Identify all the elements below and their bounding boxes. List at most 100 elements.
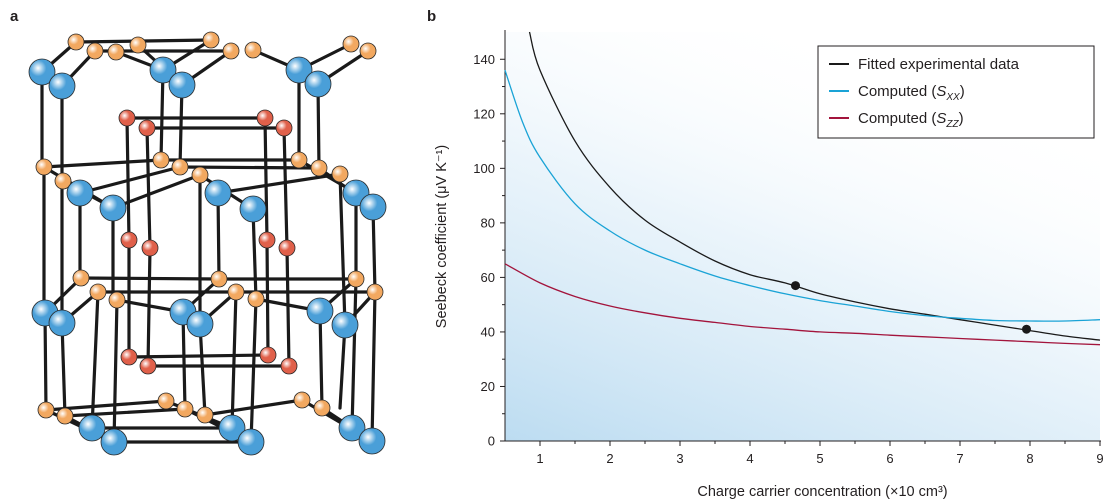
atom-blue	[237, 428, 265, 456]
x-tick-label: 8	[1026, 451, 1033, 466]
y-tick-label: 40	[481, 324, 495, 339]
vertical-bond	[318, 309, 324, 410]
atom-orange	[196, 406, 214, 424]
atom-blue	[285, 56, 313, 84]
atom-orange	[72, 269, 90, 287]
y-tick-label: 80	[481, 215, 495, 230]
crystal-structure-illustration	[28, 31, 387, 456]
bond	[78, 165, 182, 195]
plot-shading	[505, 32, 1100, 441]
x-axis-title: Charge carrier concentration (×10 cm³)	[697, 484, 947, 500]
atom-orange	[35, 158, 53, 176]
vertical-bond	[265, 238, 270, 357]
atom-red	[278, 239, 296, 257]
atom-blue	[358, 427, 386, 455]
atom-red	[120, 348, 138, 366]
atom-blue	[186, 310, 214, 338]
vertical-bond	[230, 290, 238, 430]
atom-red	[259, 346, 277, 364]
atom-orange	[171, 158, 189, 176]
vertical-bond	[371, 205, 377, 294]
atom-orange	[86, 42, 104, 60]
atom-orange	[210, 270, 228, 288]
atom-orange	[331, 165, 349, 183]
y-tick-label: 100	[473, 161, 495, 176]
chart-axes: 1 2 3 4 5 6 7 8 9 0 20 40 60 80 100 120 140	[473, 30, 1104, 466]
vertical-bond	[350, 277, 358, 430]
atom-orange	[67, 33, 85, 51]
atom-orange	[222, 42, 240, 60]
atom-orange	[157, 392, 175, 410]
atom-blue	[331, 311, 359, 339]
atom-blue	[168, 71, 196, 99]
bond	[203, 398, 304, 417]
vertical-bond	[338, 172, 347, 327]
vertical-bond	[178, 83, 184, 169]
vertical-bond	[145, 126, 152, 250]
vertical-bond	[338, 323, 347, 410]
atom-red	[275, 119, 293, 137]
x-tick-label: 5	[816, 451, 823, 466]
atom-blue	[338, 414, 366, 442]
atom-blue	[359, 193, 387, 221]
x-tick-label: 2	[606, 451, 613, 466]
vertical-bond	[112, 298, 119, 444]
atom-red	[141, 239, 159, 257]
vertical-bond	[263, 116, 269, 242]
atom-orange	[342, 35, 360, 53]
vertical-bond	[370, 290, 377, 443]
atom-blue	[48, 72, 76, 100]
atom-blue	[239, 195, 267, 223]
atom-orange	[293, 391, 311, 409]
atom-orange	[366, 283, 384, 301]
atom-orange	[152, 151, 170, 169]
bond	[63, 407, 187, 418]
atom-orange	[191, 166, 209, 184]
atom-blue	[100, 428, 128, 456]
atom-blue	[149, 56, 177, 84]
atom-red	[280, 357, 298, 375]
crystal-bonds	[40, 38, 377, 444]
atom-orange	[129, 36, 147, 54]
y-tick-label: 140	[473, 52, 495, 67]
vertical-bond	[60, 321, 67, 418]
vertical-bond	[285, 246, 291, 368]
x-tick-label: 1	[536, 451, 543, 466]
chart-legend: Fitted experimental data Computed (SXX) …	[817, 45, 1095, 139]
series-szz-line	[504, 263, 1101, 346]
x-tick-label: 3	[676, 451, 683, 466]
x-tick-label: 9	[1096, 451, 1103, 466]
y-axis-title: Seebeck coefficient (μV K⁻¹)	[434, 145, 450, 328]
atom-orange	[176, 400, 194, 418]
chart-points	[791, 281, 1031, 334]
atom-orange	[227, 283, 245, 301]
x-tick-label: 4	[746, 451, 753, 466]
atom-blue	[304, 70, 332, 98]
atom-red	[118, 109, 136, 127]
legend-label-szz: Computed (SZZ)	[858, 110, 964, 130]
series-fitted-line	[528, 31, 1101, 341]
x-tick-label: 7	[956, 451, 963, 466]
bond	[111, 173, 202, 210]
plot-background	[505, 32, 1100, 441]
atom-orange	[89, 283, 107, 301]
bond	[127, 353, 270, 359]
vertical-bond	[282, 126, 289, 250]
atom-orange	[310, 159, 328, 177]
atom-orange	[56, 407, 74, 425]
vertical-bond	[251, 207, 258, 301]
legend-label-sxx: Computed (SXX)	[858, 83, 965, 103]
experimental-point	[791, 281, 800, 291]
atom-blue	[78, 414, 106, 442]
legend-box	[817, 45, 1095, 139]
vertical-bond	[43, 311, 48, 412]
atom-blue	[66, 179, 94, 207]
panel-label-b: b	[427, 8, 437, 25]
atom-blue	[218, 414, 246, 442]
panel-label-a: a	[10, 8, 19, 25]
atom-red	[256, 109, 274, 127]
atom-blue	[28, 58, 56, 86]
atom-blue	[99, 194, 127, 222]
atom-red	[258, 231, 276, 249]
vertical-bond	[316, 82, 321, 170]
